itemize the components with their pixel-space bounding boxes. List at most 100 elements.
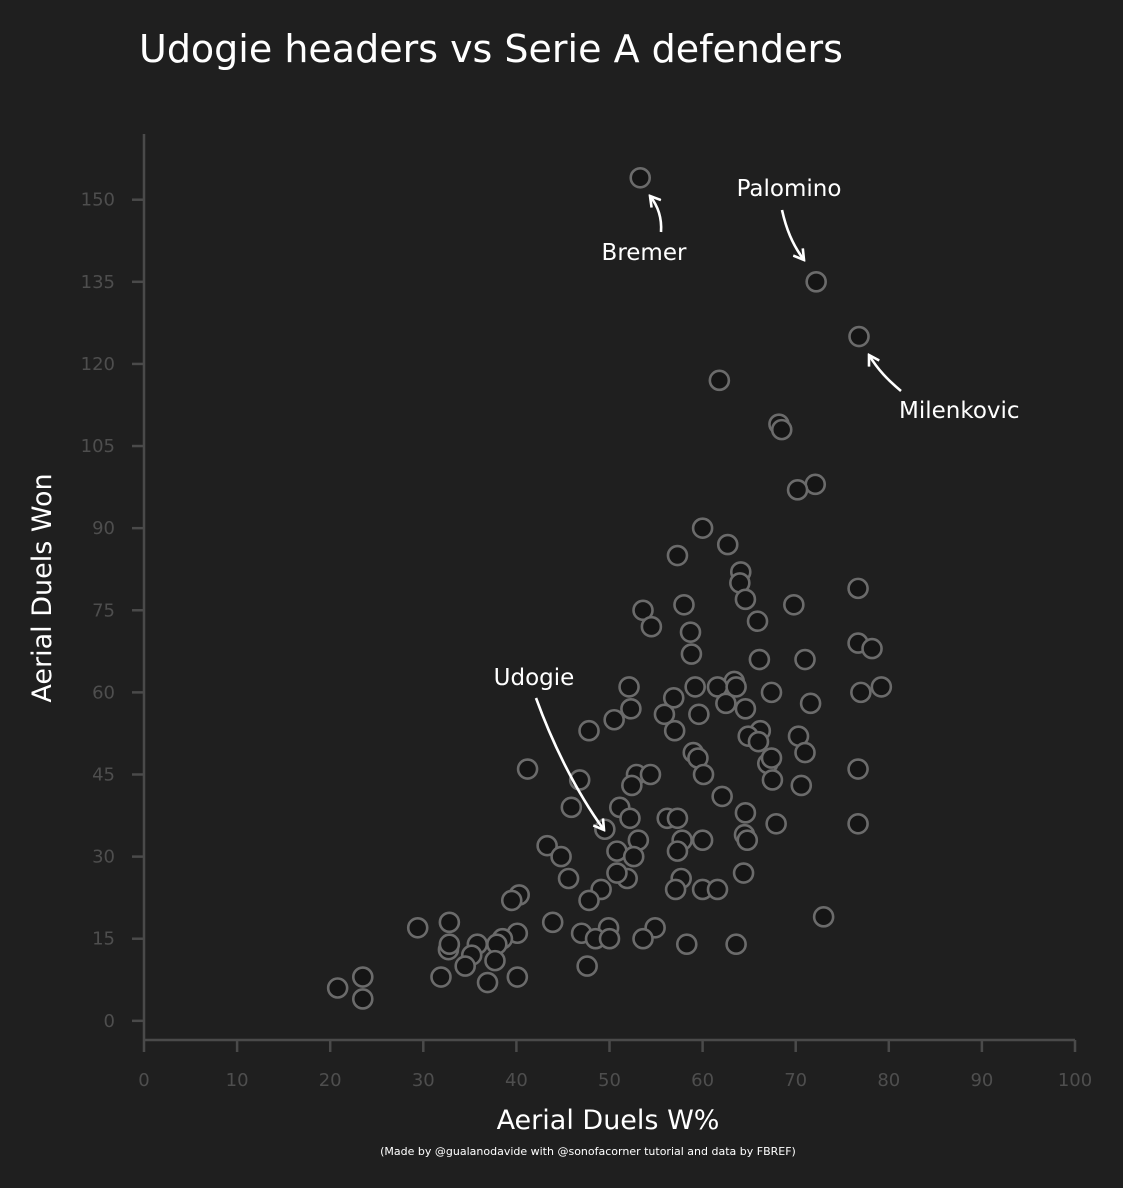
data-point <box>541 911 564 934</box>
x-tick-label: 50 <box>598 1070 621 1091</box>
data-point <box>770 418 793 441</box>
data-point <box>711 785 733 808</box>
data-point <box>578 889 600 912</box>
data-point <box>576 955 598 977</box>
data-points <box>326 166 893 1010</box>
data-point <box>736 829 759 851</box>
data-point <box>847 577 869 600</box>
x-tick-label: 30 <box>412 1070 435 1091</box>
data-point <box>662 687 685 709</box>
data-point <box>794 741 816 764</box>
data-point <box>666 840 689 862</box>
data-point <box>675 933 698 955</box>
data-point <box>847 758 869 780</box>
y-tick-label: 45 <box>92 764 115 785</box>
data-point <box>536 834 558 857</box>
x-tick-label: 70 <box>784 1070 807 1091</box>
data-point <box>578 719 600 742</box>
data-point <box>805 271 827 293</box>
data-point <box>861 637 883 660</box>
data-point <box>794 648 816 671</box>
data-point <box>691 517 714 539</box>
data-point <box>790 774 813 797</box>
data-point <box>804 473 827 496</box>
data-point <box>618 676 640 698</box>
data-point <box>734 802 757 824</box>
annotation-label: Bremer <box>602 240 687 266</box>
data-point <box>438 911 461 934</box>
annotation-arrow <box>869 355 902 392</box>
x-tick-label: 90 <box>970 1070 993 1091</box>
y-tick-label: 120 <box>81 354 115 375</box>
data-point <box>632 599 654 622</box>
data-point <box>666 544 689 567</box>
data-point <box>606 862 628 884</box>
data-point <box>715 692 737 715</box>
data-point <box>653 703 676 726</box>
data-point <box>688 703 710 726</box>
data-point <box>812 906 835 928</box>
data-point <box>560 796 583 819</box>
y-tick-label: 135 <box>81 272 115 293</box>
x-axis-label: Aerial Duels W% <box>497 1105 720 1136</box>
y-tick-label: 150 <box>81 190 115 211</box>
data-point <box>691 829 714 851</box>
x-tick-label: 10 <box>226 1070 249 1091</box>
x-tick-label: 20 <box>319 1070 342 1091</box>
data-point <box>725 933 747 955</box>
data-point <box>786 479 809 501</box>
data-point <box>760 747 783 769</box>
data-point <box>639 763 662 786</box>
data-point <box>870 676 893 698</box>
y-tick-label: 90 <box>92 518 115 539</box>
data-point <box>603 708 625 731</box>
data-point <box>619 807 641 830</box>
data-point <box>406 916 429 939</box>
annotation-arrow <box>534 697 604 830</box>
data-point <box>765 812 787 835</box>
data-point <box>732 862 755 884</box>
data-point <box>500 889 523 912</box>
y-axis-label: Aerial Duels Won <box>27 473 58 702</box>
data-point <box>351 966 374 988</box>
data-point <box>706 878 729 901</box>
data-point <box>799 692 822 715</box>
annotation-arrow <box>650 196 663 233</box>
data-point <box>484 949 506 972</box>
data-point <box>783 593 805 616</box>
data-point <box>760 681 783 704</box>
data-point <box>684 676 706 698</box>
data-point <box>326 977 349 999</box>
x-tick-label: 0 <box>138 1070 149 1091</box>
data-point <box>734 698 757 720</box>
data-point <box>746 610 769 633</box>
annotation-label: Palomino <box>737 176 842 202</box>
credit-note: (Made by @gualanodavide with @sonofacorn… <box>380 1145 796 1158</box>
x-tick-label: 100 <box>1058 1070 1092 1091</box>
data-point <box>506 966 529 988</box>
data-point <box>716 533 739 556</box>
data-point <box>761 769 784 791</box>
data-point <box>550 845 572 868</box>
x-ticks: 0 10 20 30 40 50 60 70 80 90 100 <box>138 1040 1092 1091</box>
annotation-label: Udogie <box>494 665 575 691</box>
data-point <box>734 588 757 611</box>
y-ticks: 0 15 30 45 60 75 90 105 120 135 150 <box>81 190 144 1032</box>
data-point <box>632 927 654 950</box>
data-point <box>620 698 642 720</box>
data-point <box>622 845 645 868</box>
data-point <box>640 615 663 638</box>
data-point <box>850 681 872 704</box>
y-tick-label: 75 <box>92 600 115 621</box>
y-tick-label: 60 <box>92 682 115 703</box>
data-point <box>679 621 702 643</box>
data-point <box>663 719 686 742</box>
data-point <box>692 763 715 786</box>
data-point <box>516 758 539 780</box>
data-point <box>848 325 870 348</box>
data-point <box>351 988 374 1010</box>
y-tick-label: 0 <box>104 1011 115 1032</box>
y-tick-label: 15 <box>92 929 115 950</box>
